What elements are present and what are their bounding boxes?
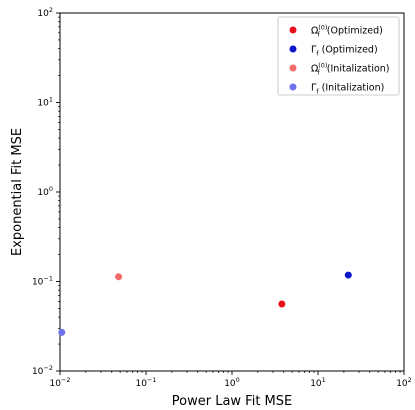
x-tick-label: 10−2: [49, 376, 70, 389]
y-tick-label: 10−1: [32, 275, 53, 288]
legend-label: Γf (Initalization): [311, 83, 384, 96]
data-point: [344, 271, 352, 279]
legend-marker: [289, 45, 297, 53]
data-points: [58, 271, 352, 336]
data-point: [58, 328, 66, 336]
legend-marker: [289, 64, 297, 72]
y-tick-label: 101: [37, 96, 53, 109]
legend-box: [277, 16, 400, 96]
legend-label: Ω(0) f (Optimized): [311, 24, 383, 39]
data-point: [115, 273, 123, 281]
y-tick-label: 10−2: [32, 364, 53, 377]
legend-marker: [289, 83, 297, 91]
x-axis-label: Power Law Fit MSE: [172, 394, 292, 409]
data-point: [278, 300, 286, 308]
x-tick-label: 102: [396, 376, 412, 389]
legend-label: Γf (Optimized): [311, 45, 378, 58]
y-tick-label: 102: [37, 6, 53, 19]
x-tick-label: 101: [310, 376, 326, 389]
y-axis-label: Exponential Fit MSE: [10, 128, 25, 256]
legend-marker: [289, 26, 297, 34]
axis-ticks: 10−2 10−1 100 101 102 10−2 10−1 100 101 102: [32, 6, 412, 389]
x-tick-label: 10−1: [135, 376, 156, 389]
y-tick-label: 100: [37, 185, 53, 198]
x-tick-label: 100: [224, 376, 240, 389]
legend: Ω(0) f (Optimized) Γf (Optimized) Ω(0) f (In…: [277, 16, 400, 96]
legend-label: Ω(0) f (Initalization): [311, 62, 390, 77]
